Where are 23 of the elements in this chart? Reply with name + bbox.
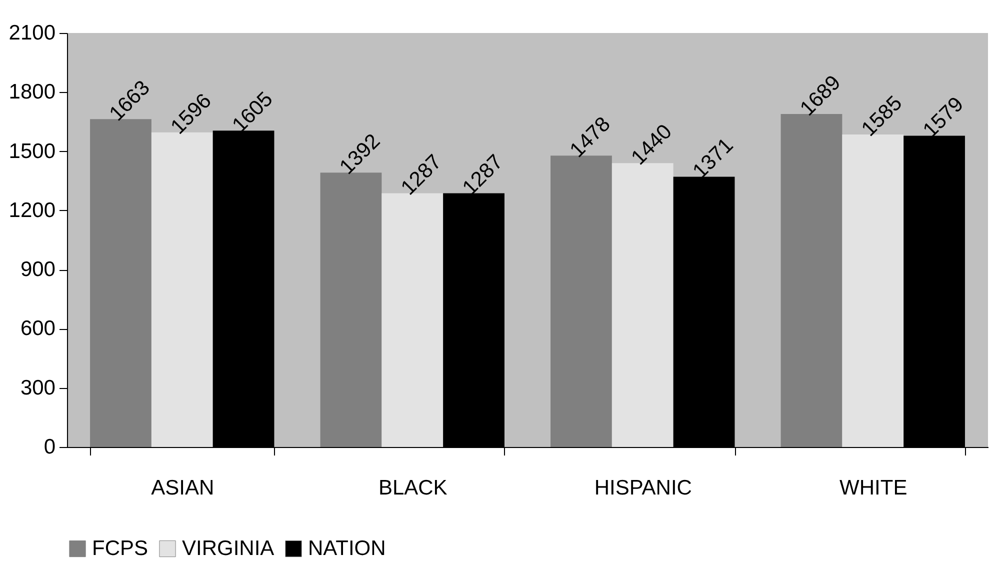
legend-label: VIRGINIA bbox=[182, 536, 274, 560]
x-tick-label: HISPANIC bbox=[594, 476, 692, 500]
bar bbox=[320, 172, 382, 447]
y-tick-label: 1800 bbox=[8, 80, 56, 104]
legend-label: NATION bbox=[308, 536, 386, 560]
bar bbox=[612, 163, 674, 447]
x-tick-label: ASIAN bbox=[151, 476, 214, 500]
bar bbox=[90, 119, 152, 447]
y-tick-label: 1500 bbox=[8, 140, 56, 163]
y-tick-label: 0 bbox=[44, 436, 56, 458]
y-tick-label: 1200 bbox=[8, 198, 56, 222]
bar bbox=[780, 114, 842, 447]
y-tick-label: 300 bbox=[20, 376, 56, 400]
bar bbox=[550, 156, 612, 447]
x-tick-label: BLACK bbox=[378, 476, 448, 500]
x-tick-label: WHITE bbox=[840, 476, 908, 500]
bar bbox=[151, 132, 213, 447]
y-tick-label: 2100 bbox=[8, 22, 56, 44]
legend-label: FCPS bbox=[92, 536, 148, 560]
y-tick-label: 900 bbox=[20, 258, 56, 282]
y-tick-label: 600 bbox=[20, 317, 56, 340]
bar bbox=[842, 134, 904, 447]
bar bbox=[382, 193, 444, 447]
